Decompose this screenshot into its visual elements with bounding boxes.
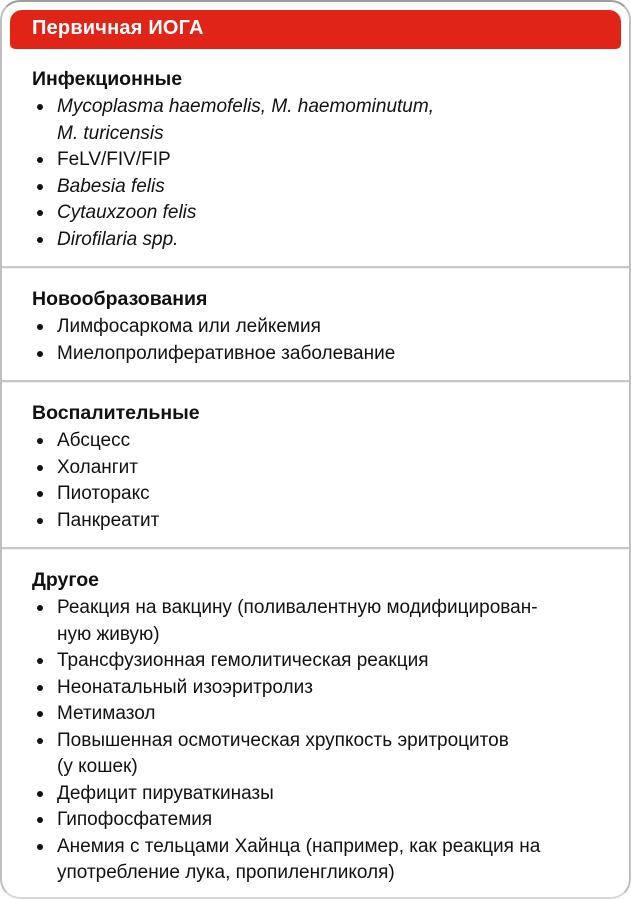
bullet-icon bbox=[37, 183, 43, 190]
bullet-icon bbox=[37, 324, 43, 330]
card-header-wrap: Первичная ИОГА bbox=[2, 2, 629, 49]
card-header: Первичная ИОГА bbox=[10, 10, 621, 49]
section-list: Абсцесс Холангит Пиоторакс Панкреатит bbox=[32, 428, 599, 534]
list-item: Абсцесс bbox=[32, 428, 599, 455]
list-item: Повышенная осмотическая хрупкость эритро… bbox=[32, 728, 599, 781]
list-item-text: Cytauxzoon felis bbox=[57, 202, 197, 223]
bullet-icon bbox=[37, 605, 43, 611]
list-item: Анемия с тельцами Хайнца (например, как … bbox=[32, 834, 599, 887]
bullet-icon bbox=[37, 737, 43, 744]
list-item: Реакция на вакцину (поливалентную модифи… bbox=[32, 595, 599, 648]
bullet-icon bbox=[37, 711, 43, 717]
list-item: Лимфосаркома или лейкемия bbox=[32, 314, 599, 341]
list-item: Mycoplasma haemofelis, M. haemominutum, … bbox=[32, 94, 599, 147]
list-item-text: FeLV/FIV/FIP bbox=[57, 149, 171, 170]
section-inflammatory: Воспалительные Абсцесс Холангит Пиоторак… bbox=[2, 383, 629, 547]
bullet-icon bbox=[37, 491, 43, 497]
list-item: Миелопролиферативное заболевание bbox=[32, 341, 599, 368]
bullet-icon bbox=[37, 517, 43, 524]
section-title: Другое bbox=[32, 569, 100, 591]
list-item-text: Dirofilaria spp. bbox=[57, 228, 179, 250]
list-item-text: Дефицит пируваткиназы bbox=[57, 782, 274, 804]
list-item-text: Трансфузионная гемолитическая реакция bbox=[57, 650, 429, 671]
list-item-text: Панкреатит bbox=[57, 509, 160, 531]
list-item-text: Холангит bbox=[57, 456, 139, 478]
bullet-icon bbox=[37, 104, 43, 110]
card-title: Первичная ИОГА bbox=[32, 17, 204, 39]
list-item-text: Пиоторакс bbox=[57, 483, 150, 504]
list-item-text: Метимазол bbox=[57, 703, 156, 724]
section-divider bbox=[2, 547, 629, 550]
list-item: Cytauxzoon felis bbox=[32, 200, 599, 227]
section-infectious: Инфекционные Mycoplasma haemofelis, M. h… bbox=[2, 49, 629, 266]
list-item-text: Реакция на вакцину (поливалентную модифи… bbox=[57, 597, 538, 645]
bullet-icon bbox=[37, 157, 43, 163]
bullet-icon bbox=[37, 236, 43, 243]
section-neoplasia: Новообразования Лимфосаркома или лейкеми… bbox=[2, 269, 629, 380]
section-divider bbox=[2, 380, 629, 383]
list-item: Dirofilaria spp. bbox=[32, 227, 599, 254]
bullet-icon bbox=[37, 790, 43, 797]
list-item: Метимазол bbox=[32, 701, 599, 728]
list-item: Дефицит пируваткиназы bbox=[32, 781, 599, 808]
bullet-icon bbox=[37, 843, 43, 850]
bullet-icon bbox=[37, 684, 43, 691]
list-item-text: Mycoplasma haemofelis, M. haemominutum, … bbox=[57, 96, 434, 144]
bullet-icon bbox=[37, 658, 43, 664]
section-list: Лимфосаркома или лейкемия Миелопролифера… bbox=[32, 314, 599, 367]
bullet-icon bbox=[37, 210, 43, 216]
list-item: Неонатальный изоэритролиз bbox=[32, 675, 599, 702]
list-item-text: Лимфосаркома или лейкемия bbox=[57, 316, 321, 337]
list-item: FeLV/FIV/FIP bbox=[32, 147, 599, 174]
list-item: Гипофосфатемия bbox=[32, 807, 599, 834]
list-item-text: Неонатальный изоэритролиз bbox=[57, 676, 313, 698]
bullet-icon bbox=[37, 438, 43, 444]
list-item: Babesia felis bbox=[32, 174, 599, 201]
list-item-text: Babesia felis bbox=[57, 175, 165, 197]
list-item-text: Абсцесс bbox=[57, 430, 131, 451]
list-item-text: Гипофосфатемия bbox=[57, 809, 213, 830]
section-title: Новообразования bbox=[32, 288, 208, 310]
bullet-icon bbox=[37, 350, 43, 357]
list-item: Трансфузионная гемолитическая реакция bbox=[32, 648, 599, 675]
list-item: Пиоторакс bbox=[32, 481, 599, 508]
section-divider bbox=[2, 266, 629, 269]
list-item: Панкреатит bbox=[32, 508, 599, 535]
section-other: Другое Реакция на вакцину (поливалентную… bbox=[2, 550, 629, 897]
section-title: Воспалительные bbox=[32, 402, 200, 424]
section-list: Mycoplasma haemofelis, M. haemominutum, … bbox=[32, 94, 599, 253]
list-item: Холангит bbox=[32, 455, 599, 482]
list-item-text: Анемия с тельцами Хайнца (например, как … bbox=[57, 835, 541, 884]
section-title: Инфекционные bbox=[32, 68, 183, 90]
list-item-text: Миелопролиферативное заболевание bbox=[57, 342, 396, 364]
bullet-icon bbox=[37, 464, 43, 471]
list-item-text: Повышенная осмотическая хрупкость эритро… bbox=[57, 729, 509, 778]
bullet-icon bbox=[37, 817, 43, 823]
section-list: Реакция на вакцину (поливалентную модифи… bbox=[32, 595, 599, 887]
